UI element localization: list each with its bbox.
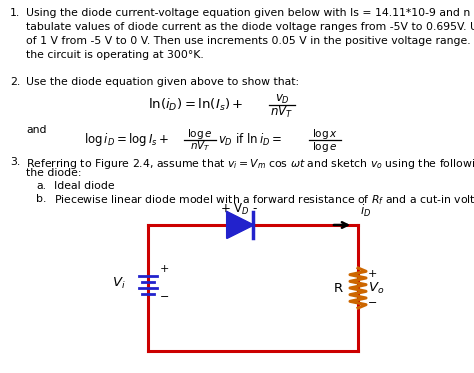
Text: Referring to Figure 2.4, assume that $v_i = V_m\ \mathrm{cos}\ \omega t$ and ske: Referring to Figure 2.4, assume that $v_… — [26, 157, 474, 171]
Text: Ideal diode: Ideal diode — [54, 181, 115, 191]
Text: 3.: 3. — [10, 157, 20, 167]
Text: −: − — [368, 298, 377, 308]
Text: the diode:: the diode: — [26, 168, 82, 178]
Text: $\mathrm{log}\,i_D = \mathrm{log}\,I_s +$: $\mathrm{log}\,i_D = \mathrm{log}\,I_s +… — [84, 132, 169, 148]
Text: + V$_D$ -: + V$_D$ - — [220, 201, 258, 217]
Text: $\mathrm{log}\,e$: $\mathrm{log}\,e$ — [312, 140, 337, 154]
Text: 1.: 1. — [10, 8, 20, 18]
Text: $V_o$: $V_o$ — [368, 280, 384, 295]
Text: b.: b. — [36, 194, 46, 204]
Text: $\mathrm{ln}(i_D) = \mathrm{ln}(I_s) +\ $: $\mathrm{ln}(i_D) = \mathrm{ln}(I_s) +\ … — [148, 97, 244, 113]
Text: Piecewise linear diode model with a forward resistance of $R_f$ and a cut-in vol: Piecewise linear diode model with a forw… — [54, 194, 474, 210]
Text: $nV_T$: $nV_T$ — [190, 140, 210, 153]
Text: +: + — [160, 264, 169, 274]
Text: R: R — [334, 282, 343, 295]
Text: and: and — [26, 125, 46, 135]
Text: $nV_T$: $nV_T$ — [271, 104, 293, 120]
Text: Using the diode current-voltage equation given below with Is = 14.11*10-9 and n : Using the diode current-voltage equation… — [26, 8, 474, 60]
Polygon shape — [227, 212, 253, 238]
Text: $i_D$: $i_D$ — [360, 203, 371, 219]
Text: $\mathrm{log}\,e$: $\mathrm{log}\,e$ — [187, 127, 213, 141]
Text: Use the diode equation given above to show that:: Use the diode equation given above to sh… — [26, 77, 299, 87]
Text: $V_i$: $V_i$ — [112, 275, 126, 291]
Text: $v_D\ \mathrm{if}\ \mathrm{ln}\,i_D =$: $v_D\ \mathrm{if}\ \mathrm{ln}\,i_D =$ — [218, 132, 282, 148]
Text: a.: a. — [36, 181, 46, 191]
Text: $\mathrm{log}\,x$: $\mathrm{log}\,x$ — [312, 127, 338, 141]
Text: −: − — [160, 292, 169, 302]
Text: $v_D$: $v_D$ — [274, 93, 290, 106]
Text: 2.: 2. — [10, 77, 20, 87]
Text: +: + — [368, 269, 377, 279]
